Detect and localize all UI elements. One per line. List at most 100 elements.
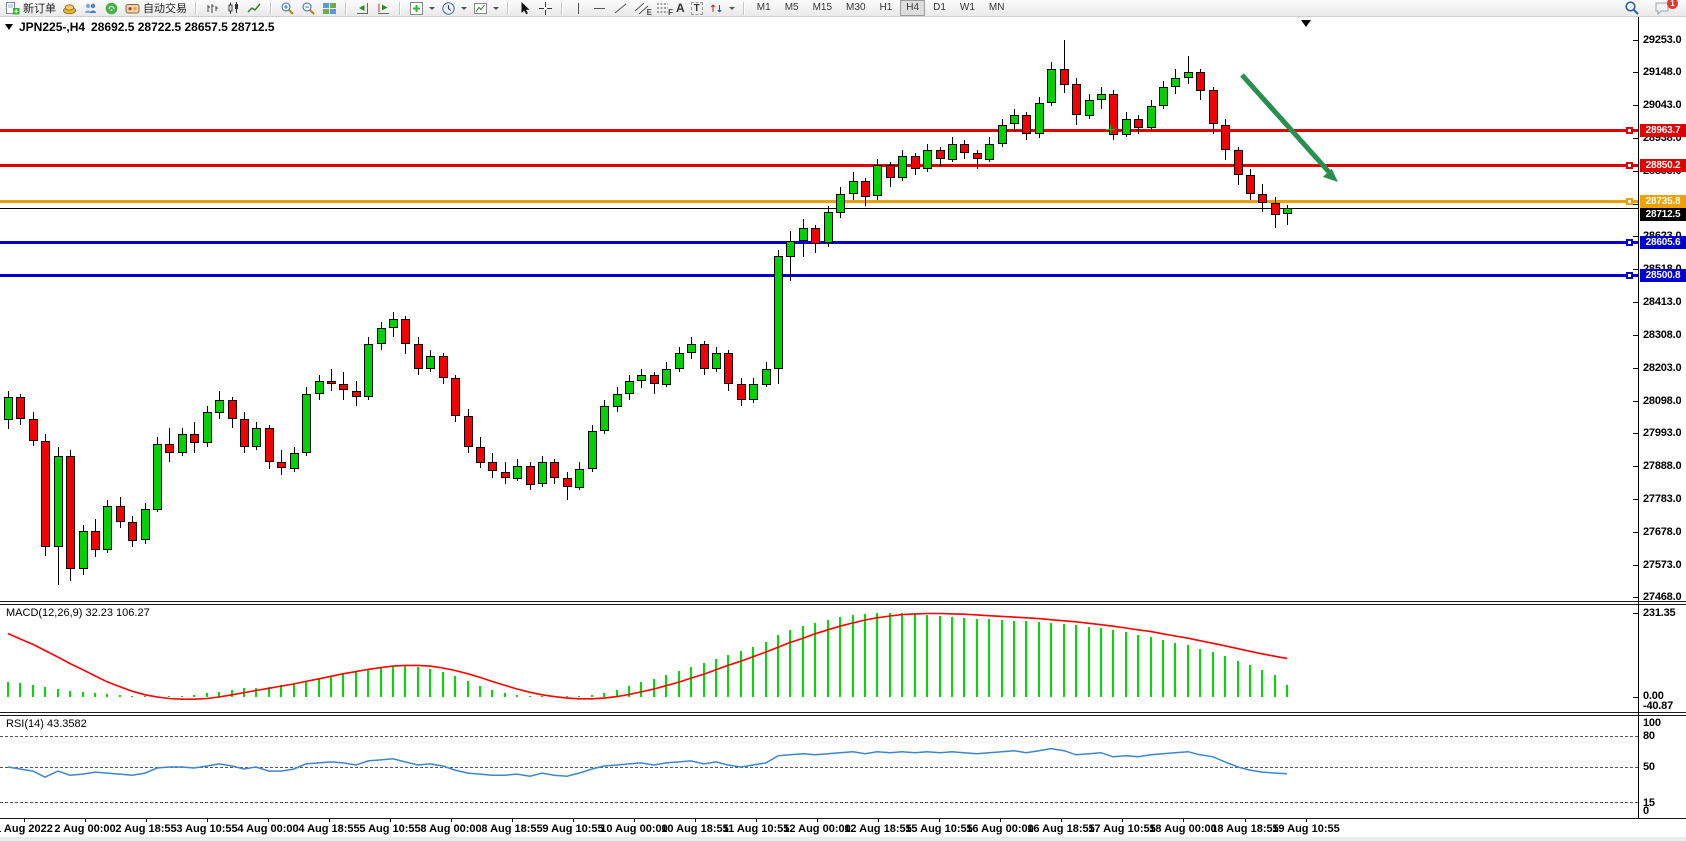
equidistant-channel-icon (634, 2, 649, 14)
macd-histogram-bar (156, 696, 158, 697)
candle (1209, 90, 1218, 125)
macd-histogram-bar (342, 674, 344, 697)
candle (526, 466, 535, 485)
vertical-line-tool-button[interactable] (569, 0, 588, 16)
price-badge[interactable]: 28735.8 (1640, 195, 1686, 208)
crosshair-button[interactable] (536, 0, 555, 16)
signals-button[interactable] (102, 0, 121, 16)
cursor-button[interactable] (515, 0, 534, 16)
toolbar-separator (507, 1, 509, 15)
rsi-panel-divider[interactable] (0, 712, 1686, 713)
market-button[interactable] (81, 0, 100, 16)
text-tool-button[interactable]: A (674, 0, 687, 16)
price-axis-border (1638, 17, 1639, 818)
price-tick (1633, 433, 1638, 434)
search-button[interactable] (1622, 0, 1642, 16)
ohlc-values: 28692.5 28722.5 28657.5 28712.5 (91, 20, 275, 34)
price-badge[interactable]: 28605.6 (1640, 236, 1686, 249)
auto-trading-label: 自动交易 (143, 3, 187, 15)
date-tick (329, 818, 330, 822)
arrows-tool-button[interactable] (707, 0, 737, 16)
rsi-panel-divider[interactable] (0, 715, 1686, 716)
macd-histogram-bar (1100, 628, 1102, 697)
new-order-button[interactable]: 新订单 (3, 0, 58, 16)
hline-handle[interactable] (1626, 162, 1633, 169)
timeframe-h4-button[interactable]: H4 (900, 0, 926, 16)
price-badge[interactable]: 28500.8 (1640, 269, 1686, 282)
quotes-button[interactable] (60, 0, 79, 16)
hline-handle[interactable] (1626, 239, 1633, 246)
macd-histogram-bar (1013, 620, 1015, 697)
candle (165, 444, 174, 454)
date-tick (1306, 818, 1307, 822)
hline[interactable] (0, 274, 1638, 277)
price-tick (1633, 204, 1638, 205)
candle (960, 144, 969, 154)
trendline-tool-button[interactable] (611, 0, 630, 16)
price-axis[interactable] (1638, 17, 1686, 818)
auto-trading-button[interactable]: 自动交易 (123, 0, 189, 16)
macd-histogram-bar (752, 646, 754, 697)
macd-histogram-bar (355, 672, 357, 697)
chart-shift-button[interactable] (374, 0, 393, 16)
line-chart-icon (247, 3, 261, 12)
timeframe-mn-button[interactable]: MN (988, 2, 1005, 13)
line-chart-mode-button[interactable] (245, 0, 264, 16)
date-label: 16 Aug 18:55 (1027, 823, 1095, 835)
timeframe-w1-button[interactable]: W1 (959, 2, 975, 13)
macd-histogram-bar (1187, 645, 1189, 697)
price-badge[interactable]: 28963.7 (1640, 124, 1686, 137)
label-tool-button[interactable]: T (689, 0, 705, 16)
macd-panel-divider[interactable] (0, 601, 1686, 602)
horizontal-line-tool-button[interactable] (590, 0, 609, 16)
notification-badge: 1 (1667, 0, 1678, 9)
timeframe-m5-button[interactable]: M5 (784, 2, 799, 13)
price-badge[interactable]: 28850.2 (1640, 159, 1686, 172)
macd-histogram-bar (206, 693, 208, 697)
zoom-out-button[interactable] (299, 0, 318, 16)
macd-histogram-bar (1286, 685, 1288, 697)
macd-panel-divider[interactable] (0, 604, 1686, 605)
zoom-out-icon (302, 2, 315, 15)
candle (849, 181, 858, 194)
bar-chart-mode-button[interactable] (203, 0, 222, 16)
candle (1196, 72, 1205, 91)
gold-ingot-icon (63, 3, 76, 14)
timeframe-h1-button[interactable]: H1 (879, 2, 893, 13)
hline-handle[interactable] (1626, 127, 1633, 134)
periods-button[interactable] (439, 0, 469, 16)
macd-histogram-bar (715, 658, 717, 697)
macd-histogram-bar (553, 696, 555, 697)
templates-button[interactable] (471, 0, 501, 16)
candle (1234, 150, 1243, 175)
candle (79, 531, 88, 569)
hline[interactable] (0, 164, 1638, 167)
notifications-button[interactable]: 1 (1652, 0, 1678, 16)
timeframe-m30-button[interactable]: M30 (846, 2, 866, 13)
hline-handle[interactable] (1626, 272, 1633, 279)
macd-histogram-bar (454, 675, 456, 697)
candle (650, 375, 659, 385)
symbol-dropdown-icon[interactable] (5, 24, 13, 30)
tile-windows-button[interactable] (320, 0, 339, 16)
chevron-down-icon (728, 6, 735, 10)
timeframe-m15-button[interactable]: M15 (812, 2, 833, 13)
macd-histogram-bar (678, 670, 680, 697)
timeframe-m1-button[interactable]: M1 (756, 2, 771, 13)
hline[interactable] (0, 129, 1638, 132)
auto-scroll-button[interactable] (353, 0, 372, 16)
macd-histogram-bar (976, 618, 978, 697)
chart-shift-marker-icon[interactable] (1301, 20, 1311, 27)
zoom-in-button[interactable] (278, 0, 297, 16)
channel-tool-button[interactable]: E (632, 0, 652, 17)
candle (687, 344, 696, 354)
timeframe-d1-button[interactable]: D1 (933, 2, 946, 13)
chart-plot-area[interactable] (0, 17, 1638, 818)
macd-histogram-bar (1001, 620, 1003, 697)
candlestick-mode-button[interactable] (224, 0, 243, 16)
hline-handle[interactable] (1626, 198, 1633, 205)
candle-wick (977, 150, 978, 169)
fibonacci-tool-button[interactable]: F (653, 0, 673, 17)
hline[interactable] (0, 200, 1638, 203)
indicators-button[interactable] (407, 0, 437, 16)
